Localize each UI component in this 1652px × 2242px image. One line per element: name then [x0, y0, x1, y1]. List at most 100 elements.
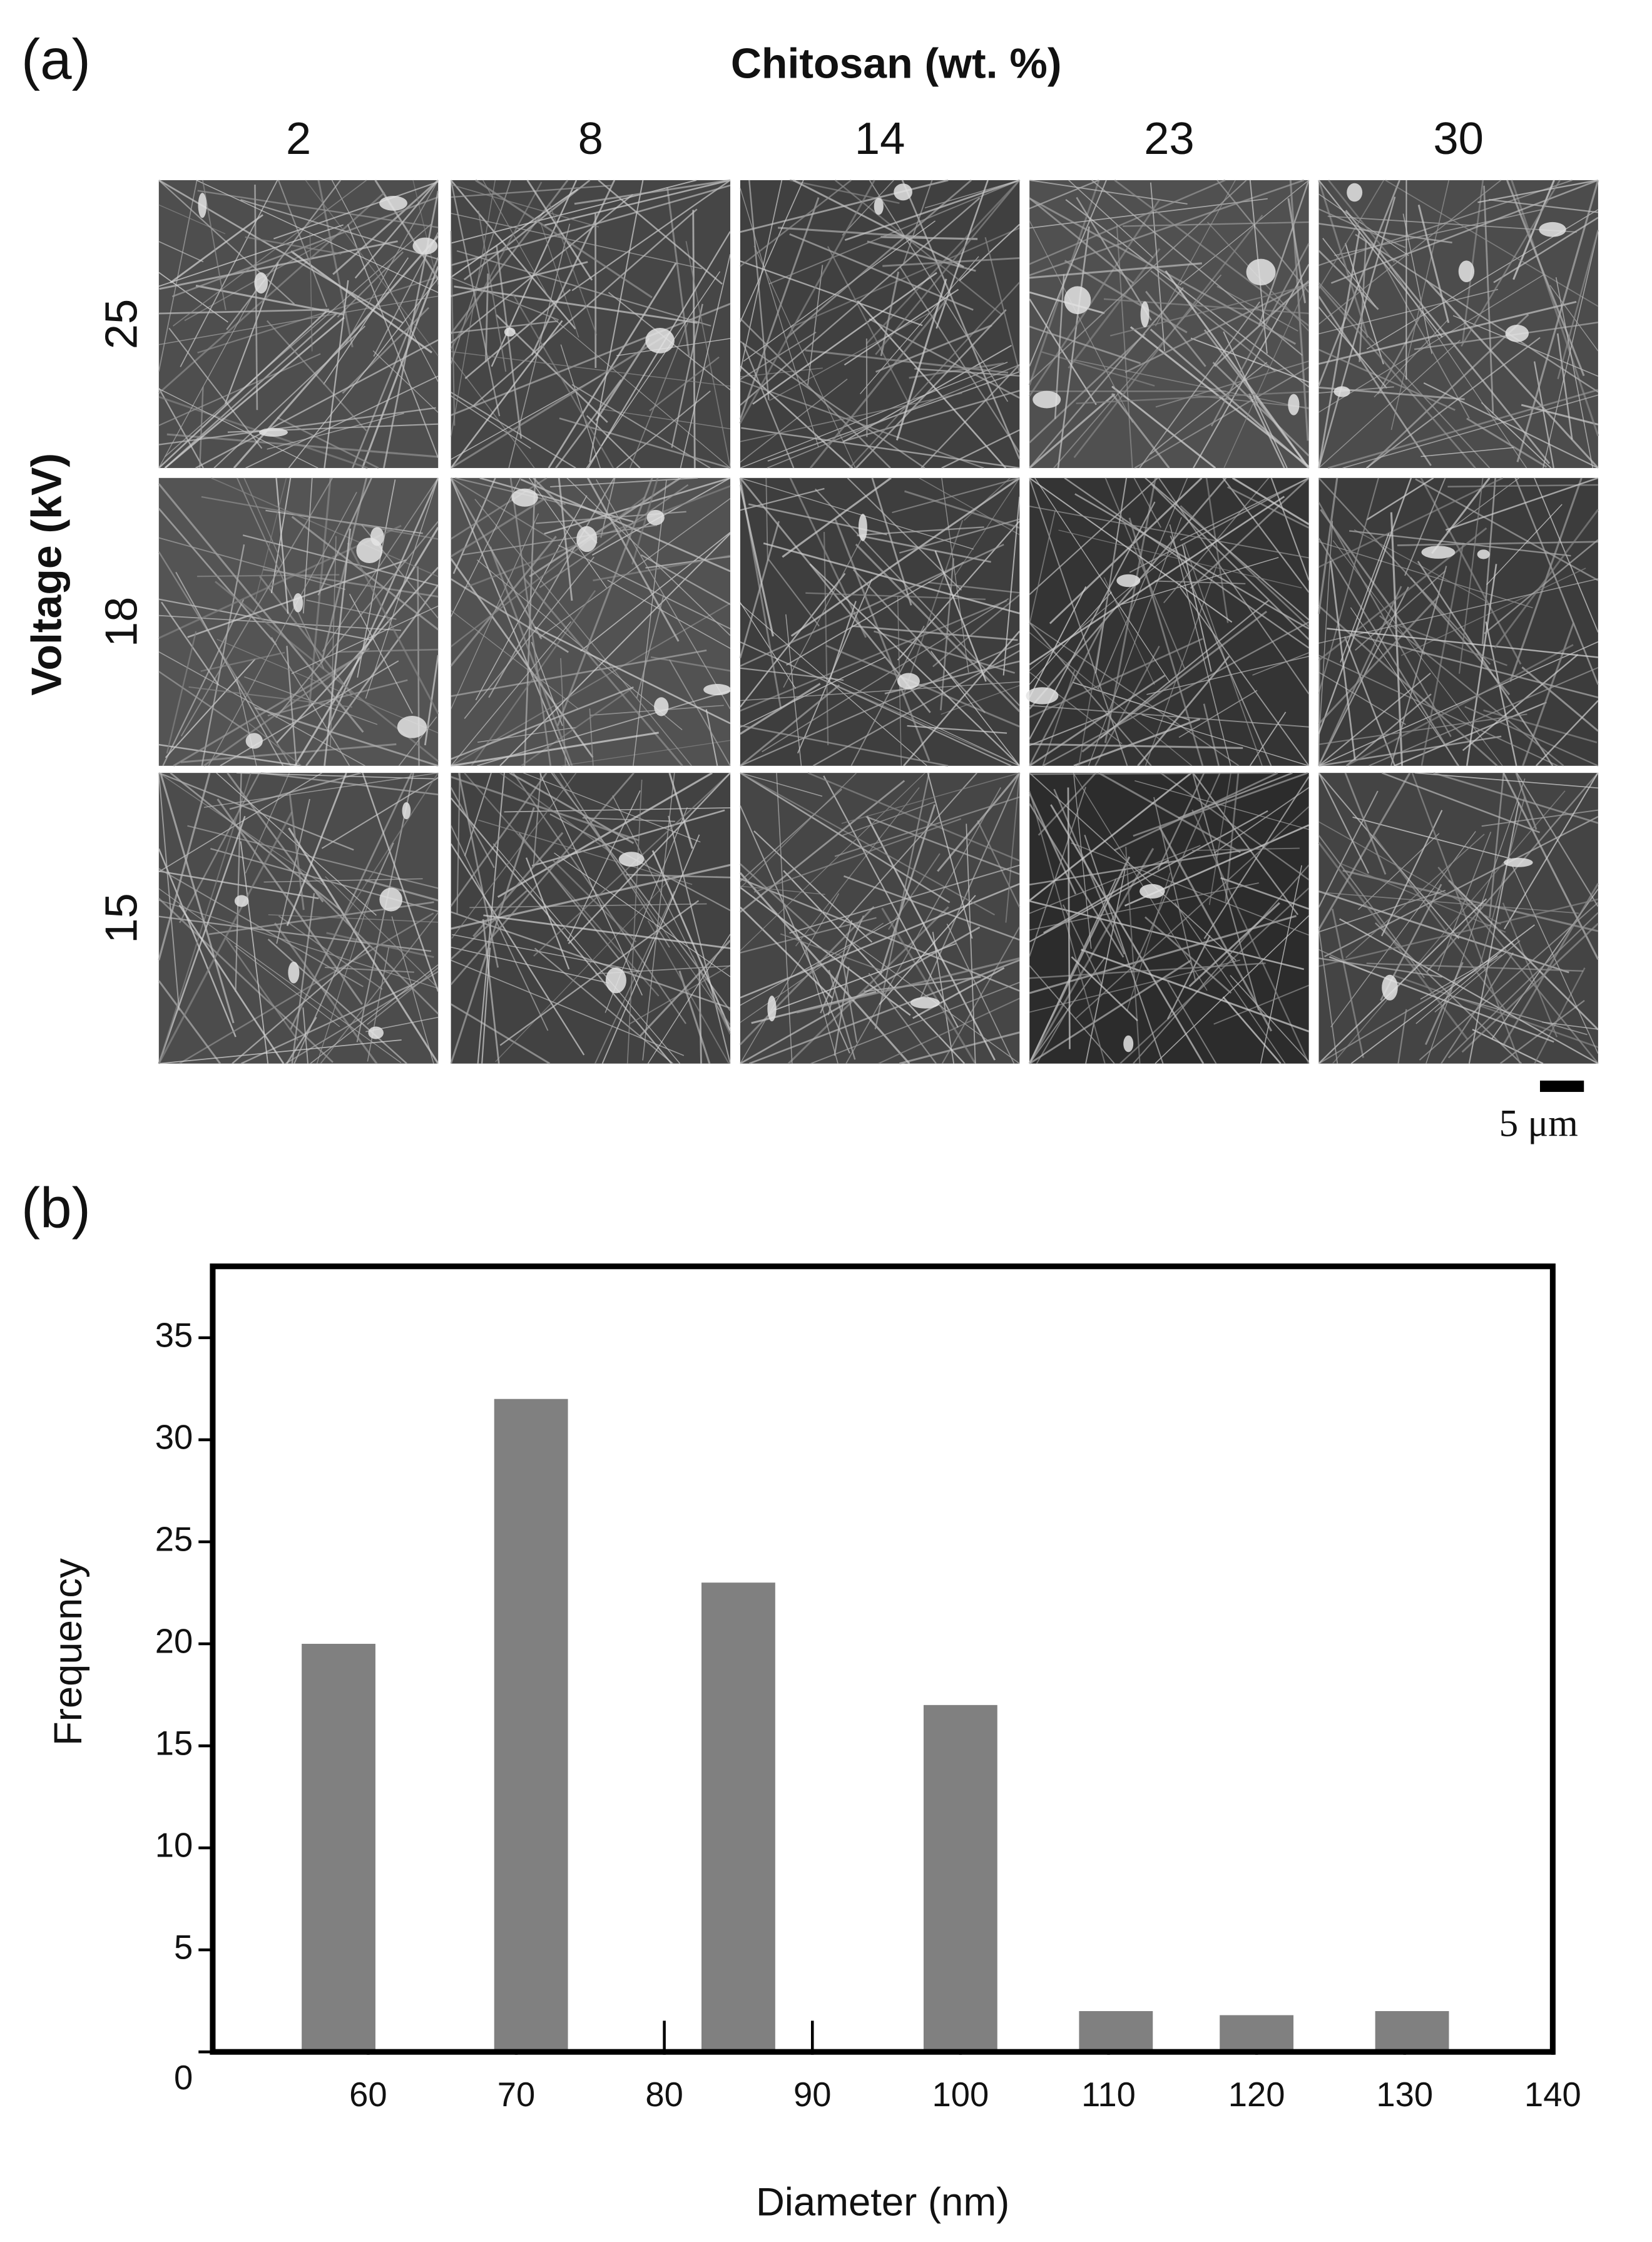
fiber — [224, 262, 279, 405]
fiber — [1029, 506, 1309, 559]
bead — [618, 852, 645, 867]
fiber — [324, 280, 349, 469]
fiber — [1318, 179, 1573, 267]
fiber — [197, 190, 439, 228]
fiber — [1260, 865, 1302, 1064]
fiber — [1029, 845, 1201, 914]
fiber — [1318, 180, 1369, 339]
fiber — [539, 772, 643, 996]
sem-image — [1318, 179, 1599, 469]
fiber — [158, 812, 293, 1064]
fiber — [739, 872, 910, 1064]
fiber — [220, 660, 399, 767]
fiber — [560, 344, 601, 469]
fiber — [1076, 390, 1309, 404]
fiber — [782, 477, 892, 558]
fiber — [289, 772, 412, 1031]
fiber — [365, 477, 439, 699]
fiber — [748, 959, 1020, 1064]
bead — [1347, 183, 1363, 202]
fiber — [464, 772, 492, 857]
fiber — [1359, 240, 1367, 362]
fiber — [1318, 180, 1385, 290]
fiber — [1042, 669, 1076, 767]
fiber — [309, 232, 313, 352]
column-label: 2 — [286, 113, 311, 164]
fiber — [342, 307, 430, 394]
fiber — [1213, 787, 1310, 853]
fiber — [1029, 803, 1124, 958]
fiber — [740, 180, 804, 322]
bead — [356, 538, 383, 564]
fiber — [834, 796, 1020, 857]
fiber — [834, 966, 850, 1056]
fiber — [451, 477, 553, 540]
fiber — [651, 850, 732, 1031]
fiber — [451, 351, 731, 387]
fiber — [1466, 417, 1547, 468]
fiber — [1419, 902, 1599, 1061]
fiber — [464, 556, 594, 720]
fiber — [499, 532, 731, 767]
bead — [1504, 858, 1533, 867]
fiber — [203, 772, 439, 808]
fiber — [1502, 902, 1558, 1037]
fiber — [225, 938, 298, 1041]
fiber — [451, 772, 577, 939]
fiber — [1481, 809, 1599, 827]
fiber — [278, 915, 383, 990]
fiber — [601, 834, 700, 1064]
fiber — [158, 180, 198, 372]
sem-image — [739, 477, 1021, 767]
fiber — [158, 483, 364, 733]
fiber — [483, 914, 731, 949]
fiber — [553, 860, 637, 943]
bead — [1140, 884, 1165, 899]
fiber — [767, 558, 820, 627]
fiber — [1318, 641, 1599, 767]
fiber — [941, 685, 1020, 715]
fiber — [1128, 517, 1204, 767]
bead — [1246, 258, 1276, 286]
sem-image — [1028, 772, 1310, 1064]
fiber — [398, 716, 437, 767]
fiber — [450, 843, 585, 1056]
fiber — [1155, 180, 1236, 327]
fiber — [158, 224, 344, 287]
fiber — [1338, 918, 1599, 1064]
fiber — [1174, 902, 1286, 1064]
fiber — [1318, 605, 1498, 767]
fiber — [1074, 493, 1310, 629]
fiber — [1213, 984, 1309, 1025]
fiber — [739, 863, 817, 934]
fiber — [1192, 772, 1299, 915]
fiber — [450, 536, 557, 667]
fiber — [1344, 772, 1387, 875]
fiber — [383, 190, 439, 469]
fiber — [1366, 477, 1434, 521]
bead — [1382, 974, 1398, 1001]
fiber — [668, 772, 693, 849]
fiber — [1318, 307, 1387, 389]
fiber — [1029, 496, 1285, 666]
fiber — [349, 593, 413, 714]
fiber — [451, 185, 612, 198]
column-label: 14 — [855, 113, 905, 164]
fiber — [1124, 282, 1310, 374]
fiber — [168, 327, 263, 449]
bar — [302, 1644, 375, 2052]
fiber — [477, 773, 506, 1064]
fiber — [631, 477, 659, 565]
fiber — [1220, 877, 1310, 910]
fiber — [1556, 333, 1573, 440]
fiber — [844, 179, 1020, 241]
fiber — [1067, 787, 1071, 1049]
fiber — [1203, 776, 1310, 939]
fiber — [451, 776, 640, 842]
fiber — [740, 885, 825, 895]
fiber — [807, 265, 823, 385]
row-label: 15 — [96, 893, 147, 944]
fiber — [240, 841, 269, 1064]
fiber — [1116, 224, 1133, 469]
fiber — [1190, 477, 1310, 589]
